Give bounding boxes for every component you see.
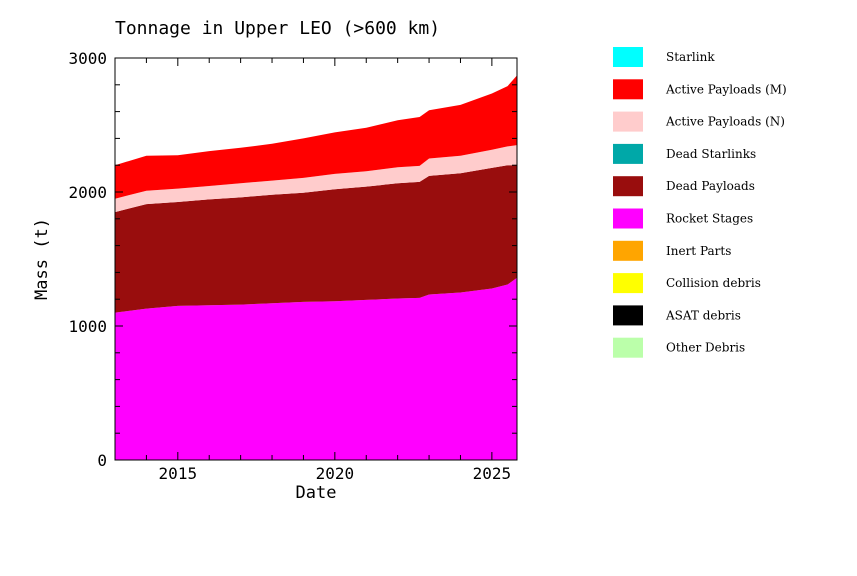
x-tick-label: 2015 (159, 464, 198, 483)
legend-swatch (613, 208, 643, 229)
area-dead-payloads (115, 165, 517, 313)
y-tick-label: 2000 (68, 183, 107, 202)
legend-swatch (613, 273, 643, 294)
y-tick-label: 0 (97, 451, 107, 470)
legend-swatch (613, 111, 643, 132)
legend-label: ASAT debris (665, 308, 741, 322)
stacked-areas (115, 75, 517, 460)
area-active-payloads-n (115, 145, 517, 213)
chart-title: Tonnage in Upper LEO (>600 km) (115, 18, 440, 39)
legend-swatch (613, 240, 643, 261)
legend-swatch (613, 305, 643, 326)
legend-swatch (613, 143, 643, 164)
plot-frame (114, 57, 518, 461)
legend-label: Active Payloads (N) (665, 115, 785, 129)
legend-label: Dead Payloads (666, 179, 755, 193)
x-tick-label: 2020 (316, 464, 355, 483)
x-axis-label: Date (296, 483, 337, 503)
legend-label: Dead Starlinks (666, 147, 756, 161)
axis-ticks: 0 1000 2000 3000 2015 2020 2025 (68, 49, 517, 483)
legend-label: Other Debris (666, 341, 745, 355)
legend-label: Inert Parts (666, 244, 731, 258)
area-rocket-stages (115, 277, 517, 460)
legend-swatch (613, 176, 643, 197)
legend-label: Active Payloads (M) (665, 82, 787, 96)
y-axis-label: Mass (t) (32, 218, 52, 300)
legend-swatch (613, 79, 643, 100)
legend-label: Starlink (666, 50, 715, 64)
legend-label: Collision debris (666, 276, 761, 290)
legend-label: Rocket Stages (666, 212, 753, 226)
legend: Starlink Active Payloads (M) Active Payloa… (613, 47, 787, 358)
area-active-payloads-m (115, 75, 517, 199)
y-tick-label: 3000 (68, 49, 107, 68)
y-tick-label: 1000 (68, 317, 107, 336)
legend-swatch (613, 337, 643, 358)
x-tick-label: 2025 (473, 464, 512, 483)
legend-swatch (613, 47, 643, 67)
